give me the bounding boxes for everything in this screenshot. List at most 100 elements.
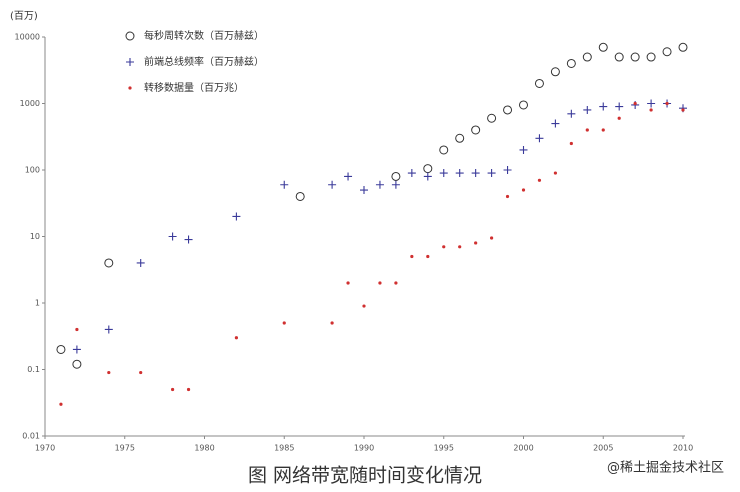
- data-point: [362, 304, 366, 308]
- data-point: [662, 47, 672, 57]
- data-point: [585, 128, 589, 132]
- data-point: [521, 188, 526, 192]
- data-point: [282, 321, 286, 325]
- data-point: [75, 327, 79, 332]
- x-tick-label: 2005: [593, 444, 613, 453]
- data-point: [487, 113, 497, 123]
- data-point: [474, 241, 478, 245]
- data-point: [439, 169, 448, 178]
- y-tick-label: 10000: [15, 33, 40, 42]
- data-point: [649, 108, 653, 112]
- data-point: [280, 180, 289, 189]
- x-tick-label: 1975: [115, 444, 135, 453]
- data-point: [139, 370, 143, 375]
- legend-label: 前端总线频率（百万赫兹）: [144, 55, 264, 68]
- data-point: [503, 166, 512, 174]
- data-point: [391, 171, 401, 181]
- data-point: [681, 108, 685, 112]
- data-point: [375, 180, 384, 189]
- y-tick-label: 1000: [20, 99, 40, 108]
- data-point: [346, 281, 350, 285]
- data-point: [567, 109, 576, 118]
- data-point: [234, 336, 238, 340]
- data-point: [171, 387, 175, 392]
- data-point: [72, 359, 82, 369]
- data-point: [426, 254, 430, 259]
- legend-marker: [126, 58, 134, 66]
- data-point: [665, 101, 669, 106]
- caption: 图 网络带宽随时间变化情况: [248, 465, 482, 487]
- data-point: [104, 258, 114, 268]
- data-point: [647, 99, 656, 108]
- y-tick-label: 0.01: [22, 432, 40, 441]
- data-point: [407, 169, 416, 178]
- data-point: [617, 116, 621, 120]
- data-point: [551, 119, 560, 128]
- data-point: [646, 52, 656, 62]
- data-point: [601, 128, 605, 132]
- data-point: [455, 133, 465, 143]
- data-point: [136, 258, 145, 267]
- data-point: [550, 67, 560, 77]
- data-point: [410, 254, 414, 259]
- data-point: [534, 78, 544, 88]
- data-point: [583, 105, 592, 114]
- data-point: [455, 169, 464, 178]
- data-point: [391, 180, 400, 189]
- y-tick-label: 1: [35, 299, 40, 308]
- data-point: [232, 212, 241, 221]
- y-tick-label: 0.1: [27, 365, 40, 374]
- data-point: [107, 370, 111, 375]
- data-point: [394, 281, 398, 285]
- data-point: [535, 134, 544, 143]
- data-point: [566, 58, 576, 68]
- data-point: [344, 172, 353, 181]
- y-unit: (百万): [10, 10, 38, 22]
- data-point: [490, 236, 494, 240]
- data-point: [378, 281, 382, 285]
- data-point: [678, 42, 688, 52]
- x-tick-label: 1980: [194, 444, 214, 453]
- data-point: [186, 387, 191, 392]
- data-point: [295, 191, 305, 201]
- x-tick-label: 1995: [434, 444, 454, 453]
- legend-marker: [125, 31, 135, 41]
- x-tick-label: 2000: [513, 444, 533, 453]
- x-tick-label: 2010: [673, 444, 693, 453]
- data-point: [519, 145, 528, 154]
- data-point: [505, 194, 510, 199]
- data-point: [553, 171, 558, 175]
- data-point: [598, 42, 608, 52]
- data-point: [439, 145, 449, 155]
- data-point: [615, 102, 624, 111]
- data-point: [458, 245, 462, 249]
- data-point: [519, 100, 528, 110]
- data-point: [442, 245, 446, 249]
- data-point: [360, 186, 368, 195]
- y-tick-label: 10: [30, 232, 40, 241]
- legend-label: 转移数据量（百万兆）: [144, 81, 244, 94]
- data-point: [471, 169, 480, 178]
- data-point: [423, 172, 432, 181]
- x-tick-label: 1990: [354, 444, 374, 453]
- data-point: [487, 169, 496, 178]
- data-point: [537, 178, 542, 182]
- data-point: [599, 102, 608, 111]
- data-point: [104, 325, 113, 334]
- data-point: [59, 402, 63, 406]
- data-point: [72, 345, 81, 354]
- data-point: [582, 52, 592, 62]
- data-point: [184, 235, 193, 244]
- y-tick-label: 100: [25, 166, 40, 175]
- data-point: [569, 141, 573, 146]
- data-point: [423, 164, 433, 174]
- data-point: [56, 344, 66, 354]
- data-point: [168, 232, 177, 241]
- data-point: [633, 101, 637, 106]
- data-point: [471, 125, 481, 135]
- legend-label: 每秒周转次数（百万赫兹）: [144, 29, 264, 42]
- data-point: [503, 105, 513, 115]
- watermark: @稀土掘金技术社区: [607, 460, 724, 476]
- data-point: [614, 52, 624, 62]
